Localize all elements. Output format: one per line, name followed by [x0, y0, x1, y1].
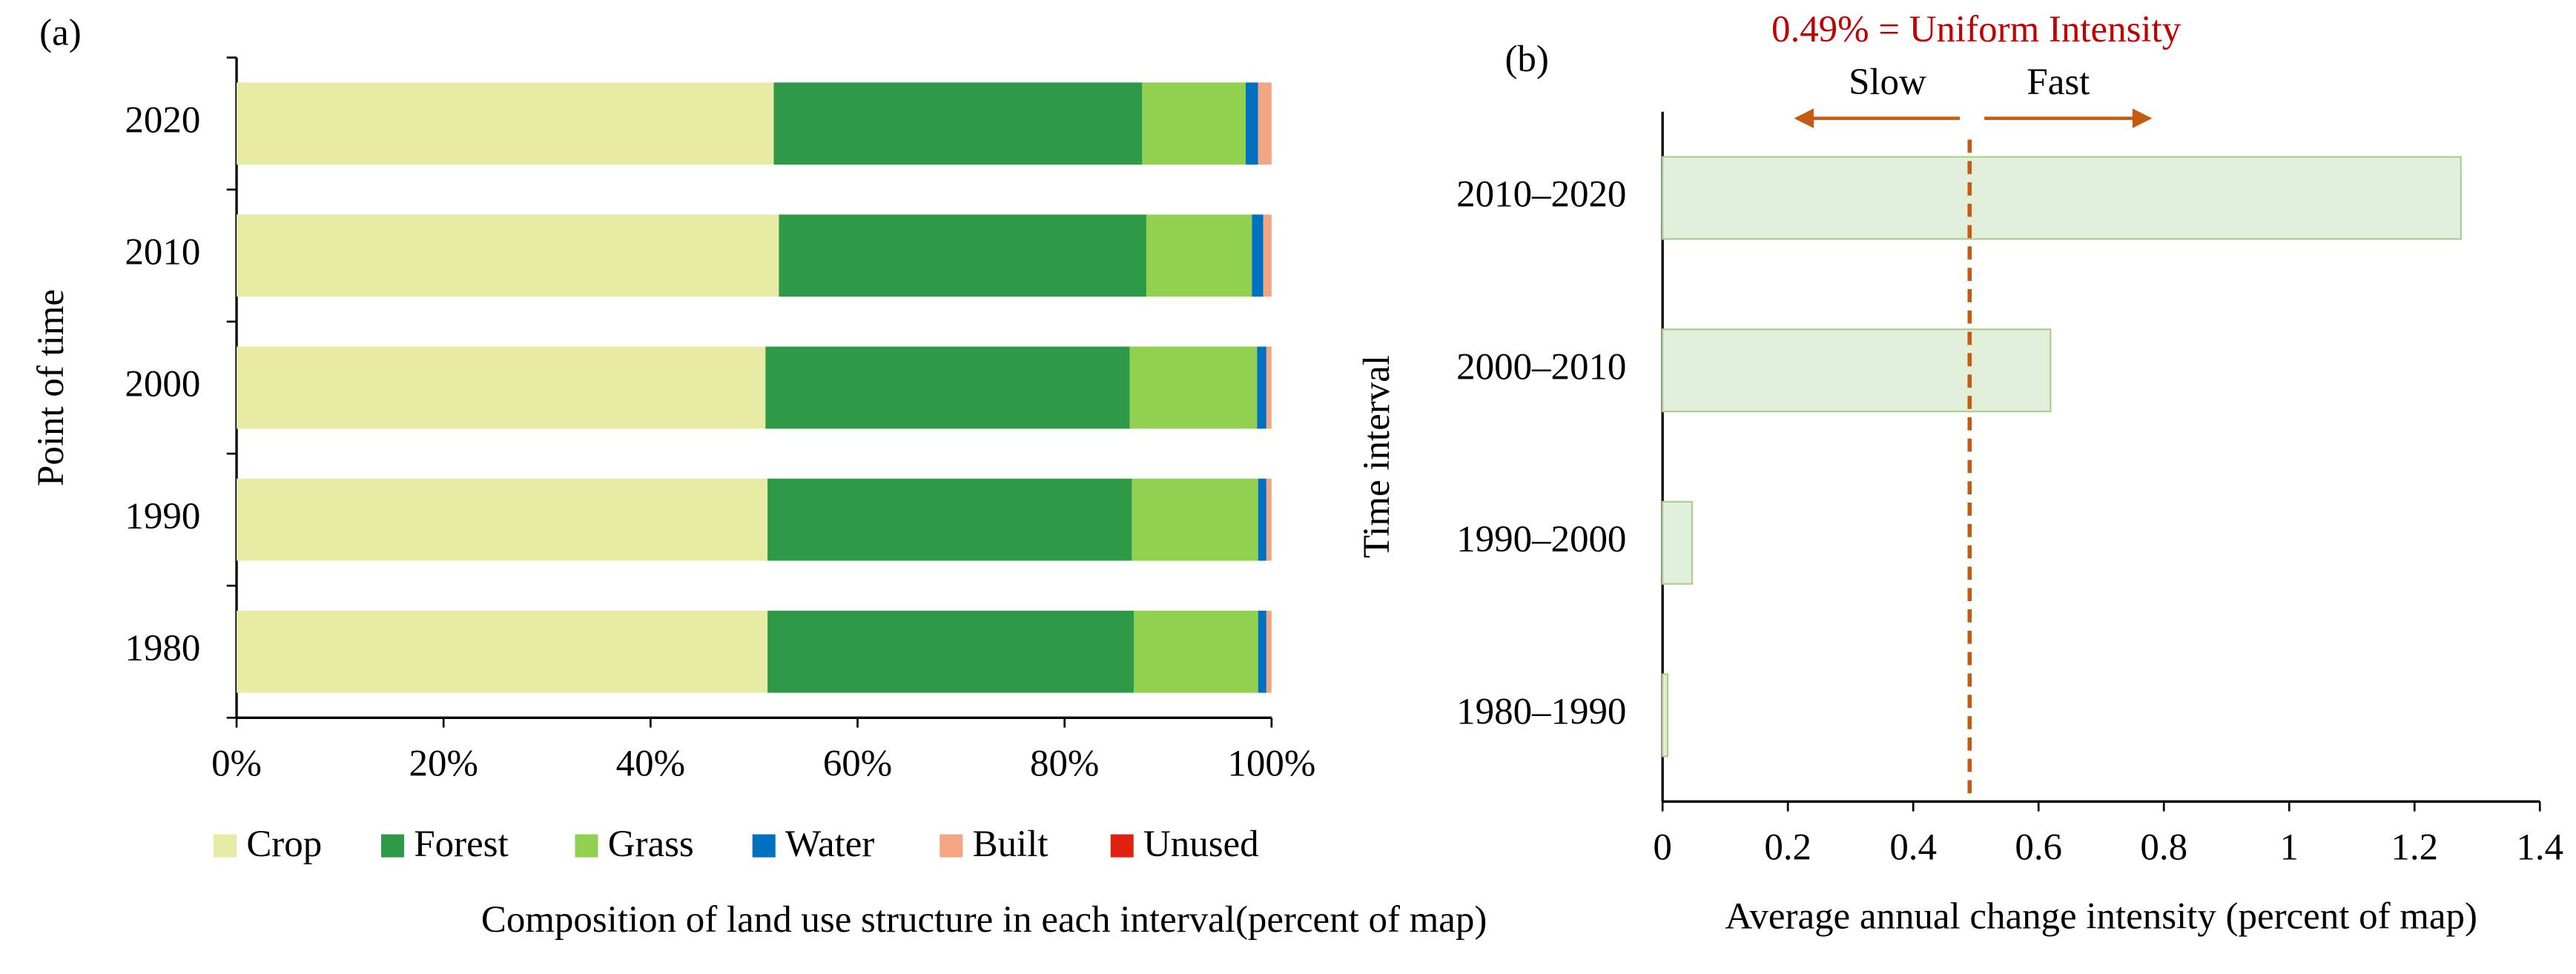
y-tick-label: 2000	[125, 364, 200, 405]
annotation: Fast	[2027, 62, 2090, 103]
legend-label: Grass	[608, 824, 694, 865]
panel-label: (a)	[39, 13, 82, 54]
legend-swatch	[575, 834, 598, 858]
bar-segment	[1258, 610, 1266, 693]
bar-segment	[1132, 478, 1258, 561]
y-tick-label: 2000–2010	[1456, 346, 1626, 388]
bar-segment	[1245, 82, 1258, 165]
y-tick-label: 1990	[125, 496, 200, 537]
legend-swatch	[752, 834, 776, 858]
x-tick-label: 0	[1653, 826, 1671, 868]
bar-segment	[1266, 610, 1272, 693]
bar-segment	[1146, 214, 1252, 297]
bar-segment	[1266, 346, 1272, 429]
bar	[1662, 500, 1693, 585]
legend-label: Built	[973, 824, 1048, 865]
bar-segment	[765, 346, 1130, 429]
bar-segment	[773, 82, 1143, 165]
bar-segment	[1258, 82, 1272, 165]
x-tick-label: 60%	[823, 743, 892, 784]
bar-segment	[1263, 214, 1272, 297]
legend-swatch	[381, 834, 405, 858]
legend-label: Water	[785, 824, 874, 865]
bar-segment	[237, 478, 768, 561]
x-axis-label: Composition of land use structure in eac…	[481, 899, 1487, 941]
bar-segment	[237, 610, 768, 693]
bar-segment	[1129, 346, 1258, 429]
x-tick-label: 0%	[211, 743, 262, 784]
bar-segment	[779, 214, 1146, 297]
bar-segment	[1266, 478, 1272, 561]
bar-segment	[767, 478, 1132, 561]
bar-segment	[237, 82, 774, 165]
legend-swatch	[939, 834, 963, 858]
y-tick-label: 1980–1990	[1456, 692, 1626, 733]
panel-label: (b)	[1505, 39, 1548, 80]
bar-segment	[1258, 478, 1266, 561]
bar-segment	[1257, 346, 1266, 429]
x-tick-label: 1.4	[2516, 826, 2563, 868]
bar-segment	[1134, 610, 1258, 693]
bar-segment	[1142, 82, 1246, 165]
x-tick-label: 0.2	[1764, 826, 1812, 868]
y-tick-label: 1980	[125, 628, 200, 669]
x-tick-label: 40%	[616, 743, 685, 784]
legend-label: Forest	[414, 824, 508, 865]
x-tick-label: 1.2	[2391, 826, 2438, 868]
x-tick-label: 0.4	[1889, 826, 1937, 868]
y-tick-label: 2010–2020	[1456, 174, 1626, 216]
x-tick-label: 1	[2279, 826, 2298, 868]
arrow-head	[2132, 108, 2153, 128]
x-tick-label: 0.8	[2140, 826, 2187, 868]
bar-segment	[237, 214, 779, 297]
arrow-head	[1794, 108, 1814, 128]
bar	[1662, 673, 1669, 758]
y-axis-label: Time interval	[1356, 355, 1398, 558]
reference-label: 0.49% = Uniform Intensity	[1771, 9, 2182, 50]
bar-segment	[767, 610, 1135, 693]
y-axis-label: Point of time	[30, 289, 72, 486]
bar-segment	[237, 346, 766, 429]
x-tick-label: 20%	[409, 743, 478, 784]
legend-swatch	[1110, 834, 1134, 858]
x-tick-label: 100%	[1227, 743, 1315, 784]
x-tick-label: 0.6	[2015, 826, 2062, 868]
annotation: Slow	[1849, 62, 1926, 103]
x-axis-label: Average annual change intensity (percent…	[1725, 895, 2477, 937]
bar	[1662, 156, 2462, 240]
y-tick-label: 2010	[125, 232, 200, 274]
y-tick-label: 1990–2000	[1456, 519, 1626, 560]
legend-label: Crop	[246, 824, 322, 865]
bar	[1662, 328, 2052, 413]
y-tick-label: 2020	[125, 99, 200, 141]
legend-swatch	[214, 834, 237, 858]
x-tick-label: 80%	[1030, 743, 1099, 784]
legend-label: Unused	[1143, 824, 1259, 865]
bar-segment	[1252, 214, 1264, 297]
